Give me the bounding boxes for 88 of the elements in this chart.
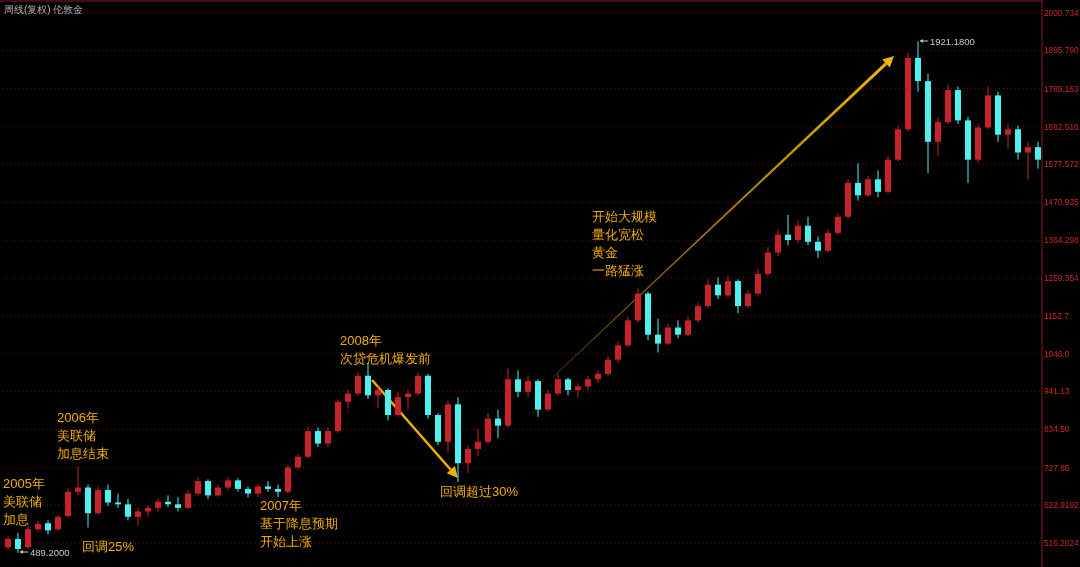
candlestick	[705, 278, 711, 309]
candlestick	[175, 496, 181, 512]
y-tick-label: 941.13	[1044, 386, 1070, 397]
candlestick	[1005, 123, 1011, 150]
candlestick	[35, 520, 41, 533]
candlestick	[775, 228, 781, 257]
candlestick	[755, 268, 761, 296]
candlestick	[205, 478, 211, 500]
candlestick	[415, 371, 421, 396]
candlestick	[685, 316, 691, 337]
candlestick	[275, 484, 281, 498]
candlestick	[265, 480, 271, 493]
annotation: 2008年次贷危机爆发前	[340, 332, 431, 366]
candlestick	[25, 525, 31, 550]
candlestick	[465, 444, 471, 474]
y-tick-label: 1259.354	[1044, 272, 1079, 283]
y-tick-label: 1152.7	[1044, 310, 1070, 321]
candlestick	[855, 162, 861, 202]
y-tick-label: 727.86	[1044, 462, 1070, 473]
candlestick	[495, 409, 501, 439]
candlestick	[765, 246, 771, 277]
annotation: 2006年美联储加息结束	[57, 409, 109, 461]
annotation: 回调超过30%	[440, 483, 519, 499]
candlestick	[835, 212, 841, 236]
y-tick-label: 516.2824	[1044, 538, 1079, 549]
candlestick	[15, 532, 21, 554]
candlestick	[45, 519, 51, 536]
candlestick	[5, 535, 11, 551]
candlestick	[935, 116, 941, 157]
candlestick	[1035, 141, 1041, 170]
candlestick	[795, 219, 801, 245]
y-tick-label: 1789.153	[1044, 83, 1079, 94]
candlestick	[135, 507, 141, 527]
y-tick-label: 1364.298	[1044, 235, 1079, 246]
candlestick	[805, 216, 811, 246]
candlestick	[815, 235, 821, 259]
candlestick	[95, 485, 101, 516]
candlestick	[915, 40, 921, 93]
candlestick	[545, 389, 551, 412]
candlestick	[325, 427, 331, 448]
candlestick	[595, 369, 601, 384]
y-tick-label: 2000.734	[1044, 7, 1079, 18]
y-tick-label: 1682.516	[1044, 121, 1079, 132]
annotation: 开始大规模量化宽松黄金一路猛涨	[592, 208, 657, 278]
candlestick	[105, 484, 111, 507]
candlestick	[185, 489, 191, 511]
candlestick	[125, 498, 131, 521]
candlestick	[485, 412, 491, 445]
candlestick	[515, 369, 521, 398]
candlestick	[725, 275, 731, 298]
y-tick-label: 1046.0	[1044, 348, 1070, 359]
y-tick-label: 622.9192	[1044, 500, 1079, 511]
candlestick	[245, 485, 251, 498]
candlestick	[555, 373, 561, 396]
candlestick	[475, 428, 481, 457]
candlestick	[825, 228, 831, 254]
y-tick-label: 1895.790	[1044, 45, 1079, 56]
candlestick	[605, 355, 611, 377]
y-tick-label: 1470.935	[1044, 197, 1079, 208]
candlestick	[785, 214, 791, 246]
candlestick	[715, 277, 721, 300]
annotation: 2007年基于降息预期开始上涨	[260, 497, 338, 549]
y-tick-label: 834.50	[1044, 424, 1070, 435]
candlestick	[575, 382, 581, 398]
annotation: 489.2000	[30, 546, 70, 558]
candlestick	[345, 389, 351, 409]
candlestick	[155, 498, 161, 512]
chart-title: 周线(复权) 伦敦金	[4, 3, 84, 15]
candlestick	[675, 319, 681, 339]
candlestick	[355, 371, 361, 396]
annotation: 1921.1800	[930, 35, 975, 47]
candlestick	[315, 427, 321, 448]
candlestick	[655, 318, 661, 354]
candlestick	[695, 302, 701, 323]
candlestick	[75, 466, 81, 496]
candlestick	[1025, 141, 1031, 180]
y-tick-label: 1577.572	[1044, 159, 1079, 170]
candlestick	[395, 391, 401, 418]
candlestick	[865, 175, 871, 198]
candlestick	[615, 341, 621, 364]
candlestick	[375, 385, 381, 409]
candlestick	[875, 169, 881, 198]
annotation: 回调25%	[82, 538, 135, 554]
candlestick	[525, 375, 531, 398]
candlestick	[665, 323, 671, 346]
candlestick	[1015, 125, 1021, 161]
candlestick	[585, 375, 591, 391]
annotation: 2005年美联储加息	[3, 475, 45, 527]
